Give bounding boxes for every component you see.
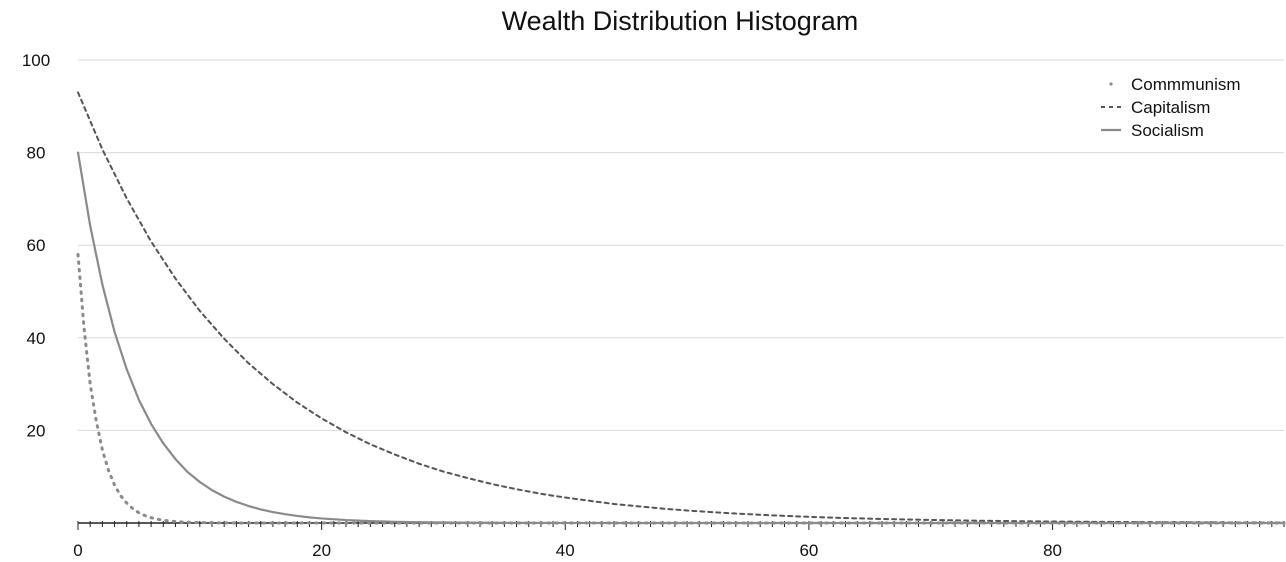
- x-tick-label-40: 40: [556, 541, 575, 560]
- series-line-commmunism: [76, 252, 1286, 525]
- y-tick-label-60: 60: [27, 236, 46, 255]
- series-lines: [76, 91, 1286, 525]
- legend-label: Commmunism: [1131, 75, 1241, 94]
- legend-label: Capitalism: [1131, 98, 1210, 117]
- y-tick-label-80: 80: [27, 144, 46, 163]
- legend-item-socialism: Socialism: [1101, 121, 1204, 140]
- legend: Commmunism Capitalism Socialism: [1101, 75, 1241, 140]
- gridlines: [78, 59, 1284, 431]
- legend-label: Socialism: [1131, 121, 1204, 140]
- x-tick-label-60: 60: [799, 541, 818, 560]
- x-tick-label-20: 20: [312, 541, 331, 560]
- x-tick-label-0: 0: [73, 541, 82, 560]
- x-axis: 0 20 40 60 80: [73, 521, 1285, 560]
- series-line-capitalism: [77, 91, 1285, 524]
- legend-swatch: [1109, 82, 1113, 86]
- y-tick-label-20: 20: [27, 421, 46, 440]
- series-line-socialism: [76, 151, 1286, 525]
- legend-item-commmunism: Commmunism: [1109, 75, 1241, 94]
- y-axis-tick-labels: 20 40 60 80 100: [22, 51, 50, 440]
- y-tick-label-100: 100: [22, 51, 50, 70]
- chart-title: Wealth Distribution Histogram: [502, 6, 859, 36]
- x-tick-label-80: 80: [1043, 541, 1062, 560]
- legend-item-capitalism: Capitalism: [1101, 98, 1210, 117]
- y-tick-label-40: 40: [27, 329, 46, 348]
